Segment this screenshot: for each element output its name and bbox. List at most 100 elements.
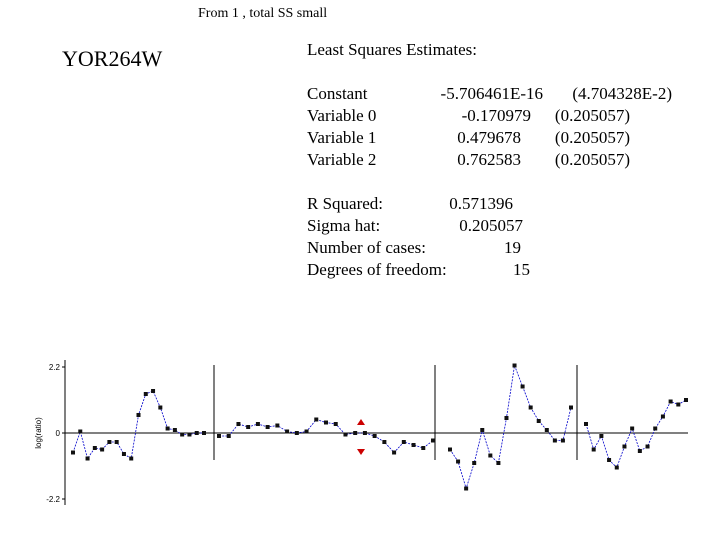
data-point bbox=[411, 443, 416, 447]
data-point bbox=[520, 384, 525, 389]
data-point bbox=[622, 444, 627, 449]
y-axis-label: log(ratio) bbox=[34, 417, 43, 449]
estimate-se: (0.205057) bbox=[554, 150, 630, 169]
stat-label: Degrees of freedom: bbox=[307, 260, 447, 279]
estimate-value: 0.479678 bbox=[457, 128, 521, 147]
data-point bbox=[372, 434, 377, 438]
series-line bbox=[449, 363, 572, 490]
data-point bbox=[488, 453, 493, 458]
estimate-name: Variable 1 bbox=[307, 128, 377, 147]
estimate-value: -0.170979 bbox=[461, 106, 531, 125]
data-point bbox=[448, 447, 452, 452]
data-point bbox=[504, 416, 509, 420]
data-point bbox=[560, 438, 565, 443]
data-point bbox=[607, 458, 612, 462]
data-point bbox=[569, 405, 573, 410]
data-point bbox=[421, 446, 426, 450]
estimate-se: (0.205057) bbox=[554, 106, 630, 125]
data-point bbox=[180, 432, 185, 437]
highlight-down-marker bbox=[357, 449, 365, 455]
data-point bbox=[194, 431, 199, 435]
data-point bbox=[392, 450, 397, 455]
data-point bbox=[151, 389, 156, 393]
data-point bbox=[217, 434, 221, 438]
data-point bbox=[496, 461, 501, 465]
y-tick-label: 0 bbox=[56, 429, 61, 438]
least-squares-heading: Least Squares Estimates: bbox=[307, 40, 477, 59]
gene-label: YOR264W bbox=[62, 46, 163, 71]
data-point bbox=[343, 432, 348, 437]
data-point bbox=[591, 447, 596, 452]
data-point bbox=[172, 428, 177, 432]
stat-value: 0.571396 bbox=[449, 194, 513, 213]
data-point bbox=[528, 405, 533, 410]
data-point bbox=[226, 434, 231, 438]
data-point bbox=[294, 431, 299, 435]
data-point bbox=[660, 414, 665, 419]
data-point bbox=[143, 392, 148, 396]
stat-label: Number of cases: bbox=[307, 238, 426, 257]
data-point bbox=[165, 426, 170, 431]
data-point bbox=[552, 438, 557, 443]
stat-label: Sigma hat: bbox=[307, 216, 381, 235]
data-point bbox=[401, 440, 406, 444]
plot-title: From 1 , total SS small bbox=[198, 6, 328, 21]
data-point bbox=[645, 444, 650, 449]
y-tick-label: 2.2 bbox=[49, 363, 61, 372]
data-point bbox=[668, 399, 673, 404]
data-point bbox=[353, 431, 358, 435]
estimate-se: (4.704328E-2) bbox=[572, 84, 672, 103]
highlight-up-marker bbox=[357, 419, 365, 425]
data-point bbox=[544, 428, 549, 432]
data-point bbox=[107, 440, 112, 444]
data-point bbox=[158, 405, 163, 410]
estimate-se: (0.205057) bbox=[554, 128, 630, 147]
data-point bbox=[614, 465, 619, 470]
data-point bbox=[324, 420, 328, 425]
data-point bbox=[71, 450, 75, 455]
stat-label: R Squared: bbox=[307, 194, 384, 213]
data-point bbox=[78, 429, 83, 434]
data-point bbox=[92, 446, 97, 450]
data-point bbox=[285, 429, 290, 434]
data-point bbox=[382, 440, 387, 444]
data-point bbox=[236, 422, 241, 426]
data-point bbox=[599, 434, 604, 438]
data-point bbox=[255, 422, 260, 426]
data-point bbox=[246, 425, 251, 429]
data-point bbox=[464, 486, 469, 491]
data-point bbox=[584, 422, 588, 426]
data-point bbox=[536, 419, 541, 423]
estimate-value: -5.706461E-16 bbox=[440, 84, 543, 103]
data-point bbox=[121, 452, 126, 456]
data-point bbox=[653, 426, 658, 431]
data-point bbox=[512, 363, 517, 368]
data-point bbox=[100, 447, 105, 452]
estimate-value: 0.762583 bbox=[457, 150, 521, 169]
data-point bbox=[114, 440, 119, 444]
estimate-name: Constant bbox=[307, 84, 368, 103]
data-point bbox=[630, 426, 635, 431]
data-point bbox=[676, 402, 681, 407]
series-line bbox=[72, 390, 204, 460]
estimate-name: Variable 0 bbox=[307, 106, 377, 125]
data-point bbox=[136, 413, 141, 417]
data-point bbox=[431, 438, 435, 443]
series-line bbox=[585, 399, 687, 469]
estimate-name: Variable 2 bbox=[307, 150, 377, 169]
data-point bbox=[275, 423, 280, 428]
data-point bbox=[472, 461, 477, 465]
data-point bbox=[333, 422, 338, 426]
data-point bbox=[684, 398, 688, 402]
data-point bbox=[129, 456, 134, 461]
data-point bbox=[265, 425, 270, 429]
data-point bbox=[187, 432, 192, 437]
data-point bbox=[637, 449, 642, 453]
data-point bbox=[202, 431, 206, 435]
data-point bbox=[85, 456, 90, 461]
data-point bbox=[314, 417, 319, 422]
stat-value: 19 bbox=[504, 238, 521, 257]
stat-value: 0.205057 bbox=[459, 216, 523, 235]
y-tick-label: -2.2 bbox=[46, 495, 60, 504]
data-point bbox=[304, 429, 309, 434]
